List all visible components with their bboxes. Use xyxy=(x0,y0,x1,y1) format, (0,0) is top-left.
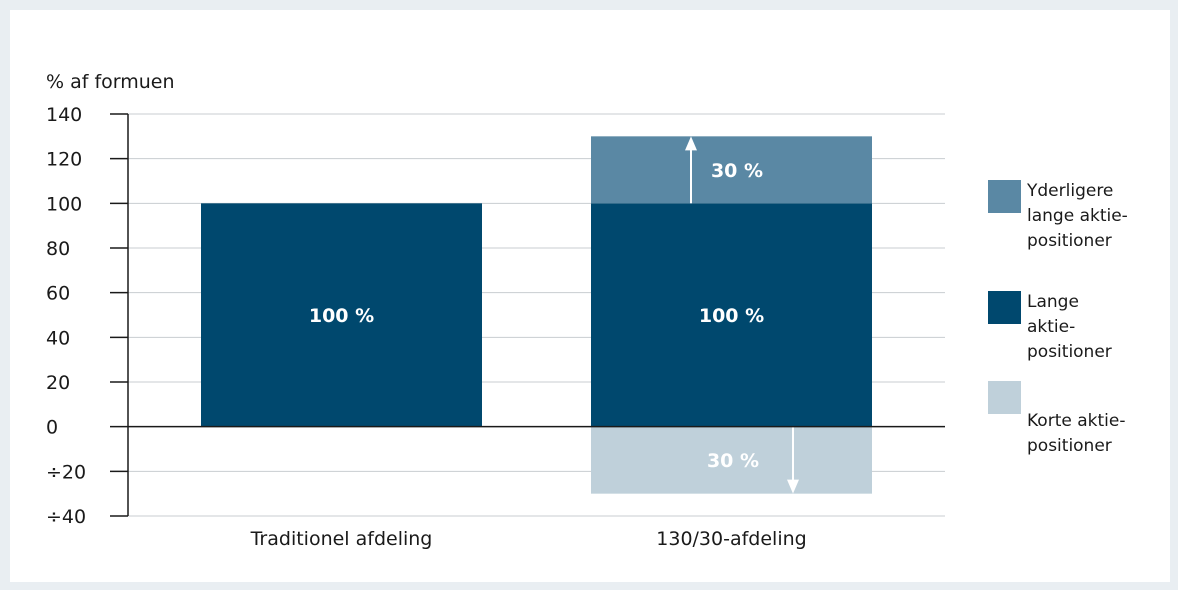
legend-swatch xyxy=(988,180,1021,213)
legend-label: positioner xyxy=(1027,342,1112,362)
y-tick-label: ÷20 xyxy=(46,461,86,483)
legend-swatch xyxy=(988,291,1021,324)
legend-label: Korte aktie- xyxy=(1027,411,1125,431)
y-tick-label: 20 xyxy=(46,372,70,394)
y-tick-label: ÷40 xyxy=(46,506,86,528)
y-ticks: 140 120 100 80 60 40 20 0 ÷20 ÷40 xyxy=(46,104,128,528)
y-tick-label: 140 xyxy=(46,104,82,126)
y-axis-label: % af formuen xyxy=(46,71,175,93)
y-tick-label: 80 xyxy=(46,238,70,260)
bar-value-label: 30 % xyxy=(711,160,763,182)
y-tick-label: 120 xyxy=(46,149,82,171)
bars: 100 % 100 % 30 % 30 % xyxy=(201,136,872,494)
bar-chart: % af formuen 100 % 100 % 30 % 30 % 140 120 10… xyxy=(46,71,1128,550)
y-tick-label: 0 xyxy=(46,417,58,439)
legend-label: Yderligere xyxy=(1026,181,1113,201)
legend-label: aktie- xyxy=(1027,317,1075,337)
bar-value-label: 100 % xyxy=(309,305,374,327)
chart-card: % af formuen 100 % 100 % 30 % 30 % 140 120 10… xyxy=(10,10,1170,582)
bar-2-series-3 xyxy=(591,426,872,494)
y-tick-label: 100 xyxy=(46,193,82,215)
x-category-label: Traditionel afdeling xyxy=(250,528,433,550)
legend-swatch xyxy=(988,381,1021,414)
bar-2-series-1 xyxy=(591,136,872,204)
x-category-label: 130/30-afdeling xyxy=(656,528,806,550)
arrow-down-head-icon xyxy=(787,479,799,494)
bar-value-label: 30 % xyxy=(707,450,759,472)
legend-label: Lange xyxy=(1027,292,1079,312)
legend-label: positioner xyxy=(1027,436,1112,456)
y-tick-label: 60 xyxy=(46,283,70,305)
y-tick-label: 40 xyxy=(46,327,70,349)
bar-1-series-2 xyxy=(201,203,482,427)
legend-label: positioner xyxy=(1027,231,1112,251)
legend-label: lange aktie- xyxy=(1027,206,1128,226)
axes xyxy=(127,114,945,516)
legend: Yderligere lange aktie-positioner Lange akt… xyxy=(988,180,1128,456)
x-labels: Traditionel afdeling 130/30-afdeling xyxy=(250,528,807,550)
bar-2-series-2 xyxy=(591,203,872,427)
arrow-up-head-icon xyxy=(685,136,697,151)
bar-value-label: 100 % xyxy=(699,305,764,327)
